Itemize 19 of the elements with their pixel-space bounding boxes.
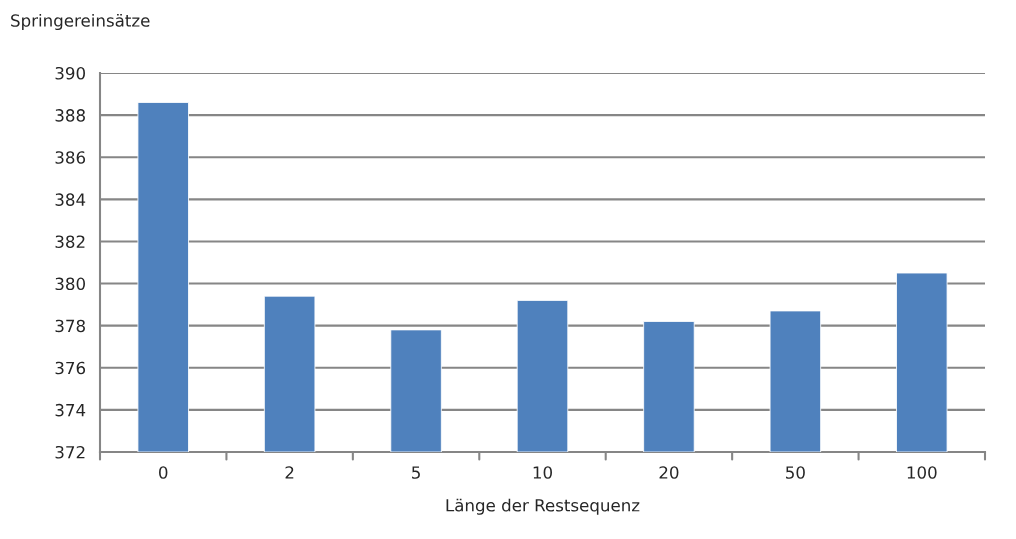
- x-tick-label: 10: [533, 466, 552, 479]
- y-tick-label: 380: [55, 277, 85, 291]
- y-tick-label: 388: [55, 109, 85, 122]
- x-tick-label: 100: [907, 466, 937, 479]
- y-tick-label: 390: [55, 66, 85, 80]
- x-tick-label: 50: [786, 466, 805, 479]
- x-tick-label: 20: [659, 466, 679, 479]
- y-tick-label: 374: [55, 403, 86, 417]
- y-tick-label: 372: [55, 445, 85, 459]
- x-tick-label: 2: [285, 466, 294, 479]
- y-tick-label: 376: [55, 361, 86, 375]
- y-tick-label: 386: [55, 151, 86, 164]
- x-tick-label: 5: [412, 466, 420, 479]
- y-tick-label: 378: [55, 319, 85, 333]
- y-tick-label: 384: [55, 193, 86, 206]
- x-tick-label: 0: [159, 466, 168, 479]
- y-tick-label: 382: [55, 235, 85, 249]
- x-axis-title: Länge der Restsequenz: [446, 498, 640, 515]
- y-axis-title: Springereinsätze: [11, 13, 150, 31]
